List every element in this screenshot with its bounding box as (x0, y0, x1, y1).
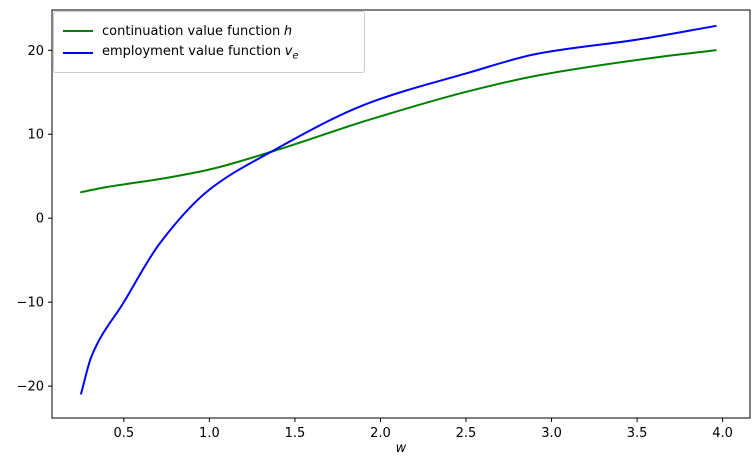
v-e-legend-label: employment value function ve (102, 44, 299, 62)
h-legend-line (63, 30, 93, 32)
x-tick-label: 2.0 (370, 426, 391, 441)
x-tick-label: 2.5 (456, 426, 477, 441)
legend-entry-employment-value: employment value function ve (63, 42, 354, 64)
y-tick-label: 10 (27, 128, 44, 143)
y-tick-label: 0 (36, 212, 44, 227)
x-tick-label: 3.5 (627, 426, 648, 441)
x-tick-label: 1.0 (199, 426, 220, 441)
x-tick-label: 1.5 (285, 426, 306, 441)
legend-entry-continuation-value: continuation value function h (63, 20, 354, 42)
axes-spines (51, 9, 751, 419)
x-tick-label: 4.0 (712, 426, 733, 441)
y-tick-label: −10 (17, 296, 44, 311)
y-tick-label: −20 (17, 380, 44, 395)
x-axis-label-wrap: w (52, 437, 750, 456)
y-tick-label: 20 (27, 44, 44, 59)
x-axis-label: w (395, 441, 407, 456)
x-tick-label: 3.0 (541, 426, 562, 441)
x-tick-label: 0.5 (114, 426, 135, 441)
legend: continuation value function h employment … (53, 11, 365, 73)
curve-h (80, 49, 717, 194)
h-legend-label: continuation value function h (102, 23, 293, 39)
curve-v_e (80, 24, 717, 395)
v-e-legend-line (63, 52, 93, 54)
